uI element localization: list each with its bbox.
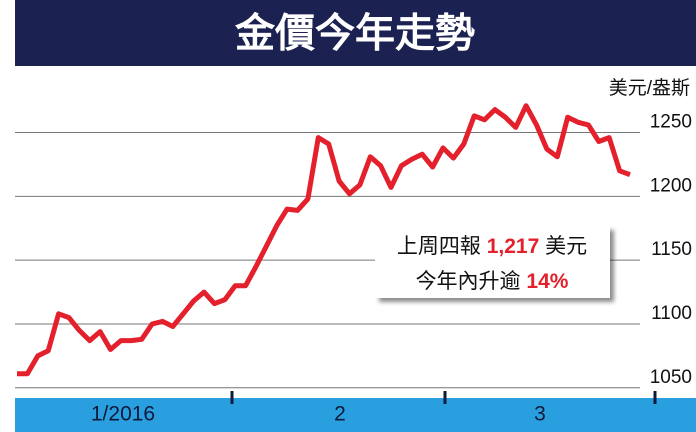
annotation-box: [375, 226, 610, 298]
y-tick-label: 1250: [650, 112, 692, 133]
annotation-text: 美元: [545, 235, 587, 258]
chart-title: 金價今年走勢: [234, 11, 475, 56]
x-tick-label: 1/2016: [91, 403, 155, 426]
annotation-text: 上周四報: [397, 235, 481, 258]
y-axis-label: 美元/盎斯: [609, 77, 690, 99]
annotation-line: 上周四報 1,217 美元: [397, 235, 587, 258]
annotation-text: 今年內升逾: [416, 270, 521, 293]
annotation-line: 今年內升逾 14%: [416, 270, 569, 293]
title-banner: [15, 0, 696, 66]
annotation-value: 1,217: [487, 235, 540, 258]
annotation-value: 14%: [526, 270, 568, 293]
y-tick-label: 1150: [651, 239, 692, 260]
y-tick-label: 1200: [650, 175, 692, 196]
price-line: [17, 103, 631, 377]
y-tick-label: 1050: [650, 367, 692, 388]
y-tick-label: 1100: [651, 303, 692, 324]
x-tick-label: 3: [534, 403, 546, 426]
x-axis-band: [15, 398, 696, 432]
x-tick-label: 2: [334, 403, 346, 426]
